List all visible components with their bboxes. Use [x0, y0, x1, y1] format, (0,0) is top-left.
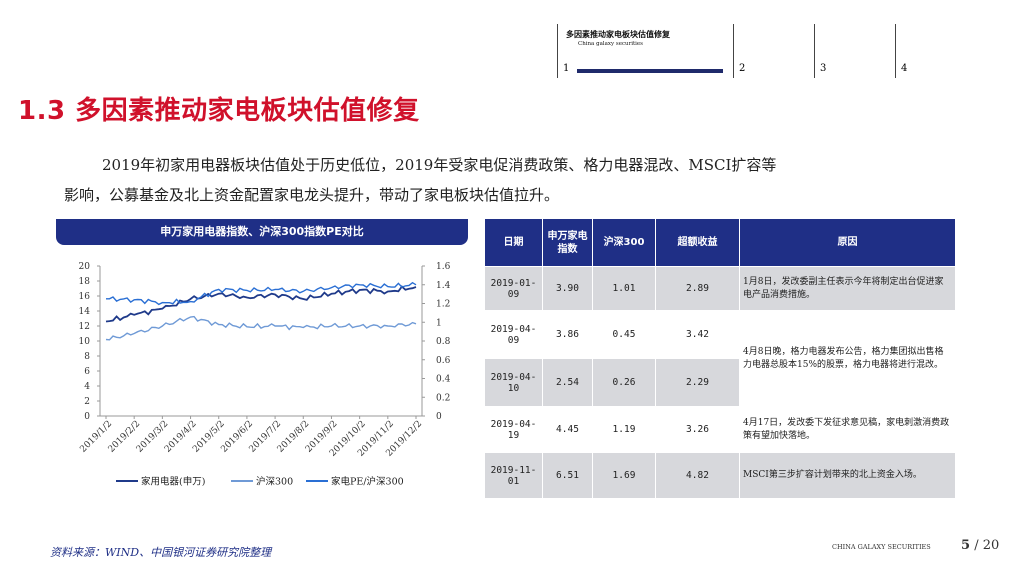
source-note: 资料来源：WIND、中国银河证券研究院整理: [50, 546, 272, 559]
cell-excess: 4.82: [655, 452, 740, 499]
cell-excess: 2.89: [655, 266, 740, 311]
left-tick-label: 0: [84, 412, 90, 422]
cell-hs: 0.26: [592, 358, 656, 407]
nav-number: 1: [563, 63, 570, 74]
nav-section-4[interactable]: 4: [895, 24, 976, 78]
cell-hs: 1.19: [592, 406, 656, 453]
page-current: 5: [961, 538, 971, 553]
right-tick-label: 1.6: [436, 262, 451, 272]
cell-date: 2019-04-19: [484, 406, 543, 453]
series-line: [105, 285, 417, 323]
cell-sw: 3.86: [542, 310, 593, 359]
header-date: 日期: [484, 218, 543, 267]
series-line: [105, 315, 417, 341]
chart-title: 申万家用电器指数、沪深300指数PE对比: [56, 219, 468, 245]
cell-date: 2019-04-09: [484, 310, 543, 359]
cell-date: 2019-11-01: [484, 452, 543, 499]
cell-excess: 3.26: [655, 406, 740, 453]
nav-section-2[interactable]: 2: [733, 24, 814, 78]
right-tick-label: 0.6: [436, 356, 451, 366]
cell-sw: 2.54: [542, 358, 593, 407]
left-tick-label: 14: [79, 307, 91, 317]
header-reason: 原因: [739, 218, 956, 267]
table-header-row: 日期 申万家电指数 沪深300 超额收益 原因: [484, 218, 956, 267]
left-tick-label: 6: [84, 367, 90, 377]
nav-number: 4: [901, 63, 908, 74]
left-tick-label: 4: [84, 382, 90, 392]
page-number: 5 / 20: [961, 538, 999, 553]
left-tick-label: 16: [79, 292, 91, 302]
header-sw-index: 申万家电指数: [542, 218, 593, 267]
cell-excess: 3.42: [655, 310, 740, 359]
series-line: [106, 281, 417, 306]
page-total: / 20: [974, 538, 1000, 553]
nav-number: 3: [820, 63, 827, 74]
nav-divider: [557, 24, 558, 78]
left-tick-label: 12: [79, 322, 90, 332]
right-tick-label: 0.8: [436, 337, 451, 347]
pe-table: 日期 申万家电指数 沪深300 超额收益 原因 2019-01-09 3.90 …: [484, 218, 956, 499]
footer-brand: CHINA GALAXY SECURITIES: [832, 543, 931, 551]
cell-sw: 3.90: [542, 266, 593, 311]
nav-divider: [733, 24, 734, 78]
table-row: 2019-01-09 3.90 1.01 2.89 1月8日，发改委副主任表示今…: [484, 266, 956, 311]
header-title: 多因素推动家电板块估值修复: [566, 30, 670, 39]
cell-hs: 0.45: [592, 310, 656, 359]
slide-title: 1.3 多因素推动家电板块估值修复: [18, 96, 420, 126]
nav-divider: [814, 24, 815, 78]
nav-section-1[interactable]: 1: [557, 24, 733, 78]
nav-divider: [895, 24, 896, 78]
left-tick-label: 18: [79, 277, 91, 287]
cell-hs: 1.69: [592, 452, 656, 499]
header-excess: 超额收益: [655, 218, 740, 267]
header-subtitle: China galaxy securities: [578, 41, 644, 47]
left-tick-label: 20: [79, 262, 91, 272]
cell-hs: 1.01: [592, 266, 656, 311]
pe-line-chart: 201816141210864201.61.41.210.80.60.40.20…: [78, 262, 451, 488]
cell-sw: 6.51: [542, 452, 593, 499]
cell-excess: 2.29: [655, 358, 740, 407]
paragraph-line-1: 2019年初家用电器板块估值处于历史低位，2019年受家电促消费政策、格力电器混…: [102, 156, 777, 174]
right-tick-label: 0.2: [436, 393, 450, 403]
legend-label: 家电PE/沪深300: [331, 476, 404, 488]
cell-date: 2019-04-10: [484, 358, 543, 407]
right-tick-label: 1: [436, 318, 442, 328]
table-row: 2019-04-09 3.86 0.45 3.42 4月8日晚，格力电器发布公告…: [484, 310, 956, 407]
cell-date: 2019-01-09: [484, 266, 543, 311]
right-tick-label: 0: [436, 412, 442, 422]
left-tick-label: 2: [84, 397, 90, 407]
right-tick-label: 0.4: [436, 375, 451, 385]
nav-section-3[interactable]: 3: [814, 24, 895, 78]
table-row: 2019-04-10 2.54 0.26 2.29: [484, 358, 956, 407]
cell-reason: 4月17日，发改委下发征求意见稿，家电刺激消费政策有望加快落地。: [739, 406, 956, 453]
cell-sw: 4.45: [542, 406, 593, 453]
intro-paragraph: 2019年初家用电器板块估值处于历史低位，2019年受家电促消费政策、格力电器混…: [64, 150, 964, 210]
right-tick-label: 1.4: [436, 281, 451, 291]
paragraph-line-2: 影响，公募基金及北上资金配置家电龙头提升，带动了家电板块估值拉升。: [64, 186, 560, 204]
left-tick-label: 10: [79, 337, 91, 347]
table-row: 2019-11-01 6.51 1.69 4.82 MSCI第三步扩容计划带来的…: [484, 452, 956, 499]
table-row: 2019-04-19 4.45 1.19 3.26 4月17日，发改委下发征求意…: [484, 406, 956, 453]
legend-label: 沪深300: [256, 476, 293, 488]
header-hs300: 沪深300: [592, 218, 656, 267]
cell-reason: 1月8日，发改委副主任表示今年将制定出台促进家电产品消费措施。: [739, 266, 956, 311]
cell-reason-merged: 4月8日晚，格力电器发布公告，格力集团拟出售格力电器总股本15%的股票，格力电器…: [739, 310, 956, 407]
nav-number: 2: [739, 63, 746, 74]
right-tick-label: 1.2: [436, 300, 450, 310]
legend-label: 家用电器(申万): [141, 476, 205, 488]
cell-reason: MSCI第三步扩容计划带来的北上资金入场。: [739, 452, 956, 499]
left-tick-label: 8: [84, 352, 90, 362]
nav-active-bar: [577, 69, 723, 73]
